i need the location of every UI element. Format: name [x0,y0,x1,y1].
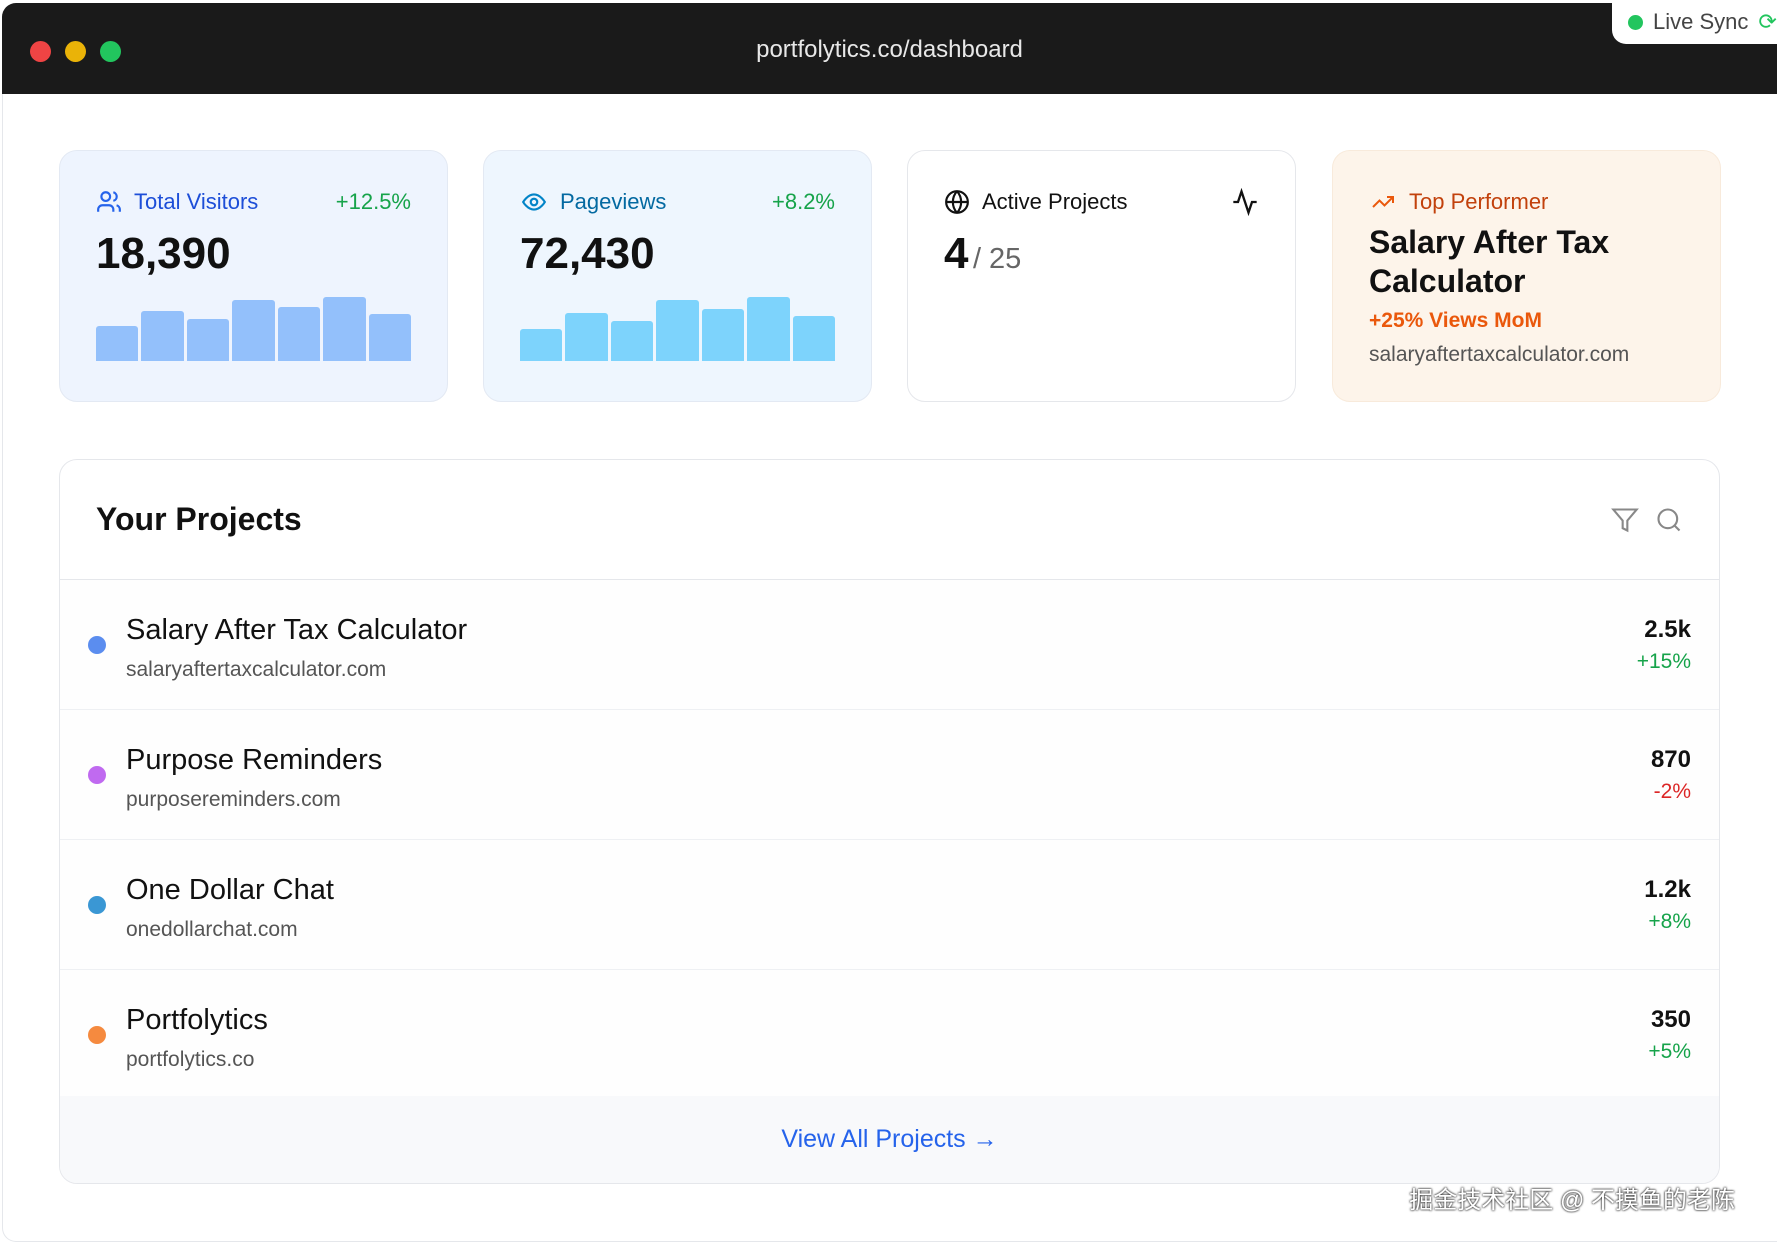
top-domain[interactable]: salaryaftertaxcalculator.com [1369,343,1630,366]
live-sync-label: Live Sync [1653,9,1749,34]
project-views: 2.5k [1644,616,1691,643]
project-domain[interactable]: salaryaftertaxcalculator.com [126,658,387,681]
stat-label: Active Projects [982,189,1128,214]
stat-card-visitors: Total Visitors +12.5% 18,390 [59,150,448,402]
project-domain[interactable]: onedollarchat.com [126,918,298,941]
stat-label: Top Performer [1409,189,1549,214]
spark-bar [701,308,745,361]
project-color-dot [88,1026,106,1044]
users-icon [97,191,121,212]
project-change: +8% [1648,910,1691,933]
project-row[interactable]: Portfolytics portfolytics.co 350 +5% [60,970,1719,1100]
project-color-dot [88,766,106,784]
live-sync-badge[interactable]: Live Sync ⟳ [1612,0,1777,44]
project-views: 350 [1650,1006,1691,1033]
pageviews-sparkbars [520,297,835,361]
spark-bar [186,318,230,361]
panel-title: Your Projects [96,501,302,537]
project-name: Portfolytics [126,1004,268,1036]
globe-icon [945,190,969,214]
spark-bar [610,321,654,361]
project-name: One Dollar Chat [126,874,334,906]
project-color-dot [88,896,106,914]
spark-bar [792,316,835,361]
project-row[interactable]: One Dollar Chat onedollarchat.com 1.2k +8% [60,840,1719,970]
spark-bar [232,300,275,361]
minimize-window-button[interactable] [65,41,86,62]
spark-bar [565,313,608,361]
stat-value: 72,430 [520,229,655,278]
project-row[interactable]: Salary After Tax Calculator salaryafterta… [60,580,1719,710]
active-count: 4 [944,229,969,278]
url-text: portfolytics.co/dashboard [756,36,1023,63]
project-name: Purpose Reminders [126,744,383,776]
stat-value: 18,390 [96,229,231,278]
project-change: +5% [1648,1040,1691,1063]
maximize-window-button[interactable] [100,41,121,62]
watermark: 掘金技术社区 @ 不摸鱼的老陈 [1409,1187,1735,1214]
active-total: / 25 [972,243,1022,275]
project-change: -2% [1653,780,1691,803]
refresh-icon: ⟳ [1758,9,1777,34]
project-row[interactable]: Purpose Reminders purposereminders.com 870… [60,710,1719,840]
visitors-sparkbars [96,297,411,361]
stat-card-active-projects: Active Projects 4 / 25 [907,150,1296,402]
spark-bar [656,300,699,361]
close-window-button[interactable] [30,41,51,62]
search-icon[interactable] [1655,506,1683,534]
spark-bar [96,325,139,361]
spark-bar [520,329,563,361]
view-all-projects-link[interactable]: View All Projects → [60,1096,1719,1183]
project-domain[interactable]: purposereminders.com [126,788,341,811]
project-color-dot [88,636,106,654]
activity-icon [1233,188,1257,216]
filter-icon[interactable] [1611,506,1639,534]
browser-titlebar: portfolytics.co/dashboard [2,3,1777,94]
stat-change: +8.2% [772,189,835,214]
top-growth: +25% Views MoM [1369,309,1542,332]
project-views: 870 [1650,746,1691,773]
projects-panel: Your Projects Salary After Tax Calculato… [59,459,1720,1184]
spark-bar [277,307,321,361]
stat-card-top-performer: Top Performer Salary After Tax Calculato… [1332,150,1721,402]
project-name: Salary After Tax Calculator [126,614,468,646]
spark-bar [323,297,366,361]
trending-up-icon [1372,196,1394,208]
spark-bar [141,311,184,361]
stat-card-pageviews: Pageviews +8.2% 72,430 [483,150,872,402]
project-domain[interactable]: portfolytics.co [126,1048,255,1071]
stat-label: Pageviews [560,189,667,214]
spark-bar [747,297,790,361]
stat-label: Total Visitors [134,189,259,214]
project-change: +15% [1636,650,1691,673]
spark-bar [368,314,411,361]
top-project-name: Salary After Tax Calculator [1369,224,1610,299]
eye-icon [521,193,547,211]
stat-change: +12.5% [335,189,411,214]
project-views: 1.2k [1644,876,1691,903]
status-dot-icon [1628,14,1643,30]
